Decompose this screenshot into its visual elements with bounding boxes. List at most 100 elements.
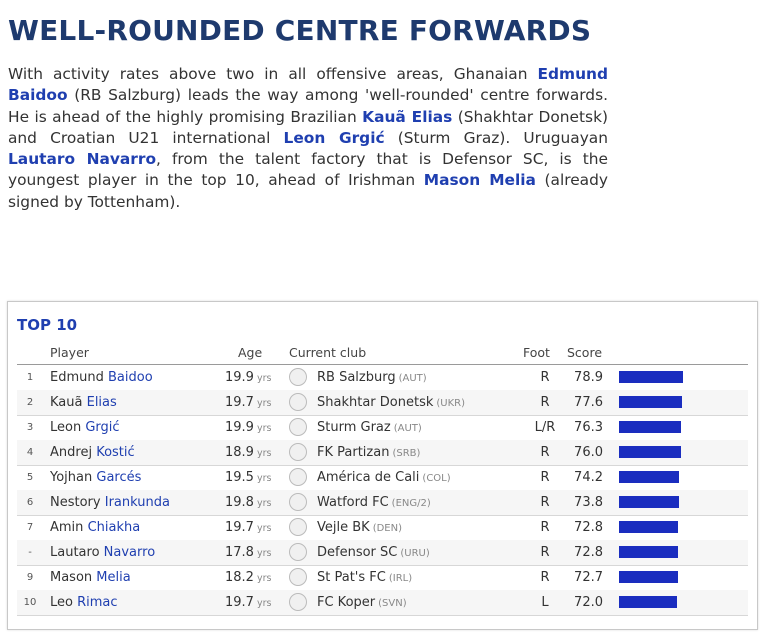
- table-row: 4 Andrej Kostić 18.9 yrs FK Partizan (SRB) R 76…: [17, 440, 748, 466]
- player-age: 18.2 yrs: [225, 565, 271, 591]
- header-foot: Foot: [523, 345, 550, 360]
- watford-logo: [289, 493, 307, 511]
- player-last-name: Grgić: [85, 420, 120, 435]
- score-value: 73.8: [574, 495, 603, 510]
- intro-text: (already signed by Tottenham).: [8, 171, 608, 211]
- player-name: Yojhan Garcés: [50, 465, 141, 490]
- table-row: 9 Mason Melia 18.2 yrs St Pat's FC (IRL) R 72.7: [17, 565, 748, 591]
- table-header: Player Age Current club Foot Score: [8, 345, 757, 363]
- player-first-name: Yojhan: [50, 470, 93, 485]
- player-first-name: Amin: [50, 520, 84, 535]
- intro-paragraph: With activity rates above two in all off…: [8, 64, 608, 213]
- player-name: Andrej Kostić: [50, 440, 135, 465]
- player-age: 19.7 yrs: [225, 390, 271, 416]
- club-name: FK Partizan (SRB): [317, 440, 420, 466]
- club-name: RB Salzburg (AUT): [317, 365, 427, 391]
- club-label: FK Partizan: [317, 445, 390, 460]
- club-country: (DEN): [372, 523, 402, 534]
- header-divider: [17, 364, 748, 365]
- header-score: Score: [567, 345, 603, 360]
- player-last-name: Garcés: [96, 470, 142, 485]
- table-row: 7 Amin Chiakha 19.7 yrs Vejle BK (DEN) R 72.8: [17, 515, 748, 541]
- score-value: 74.2: [574, 470, 603, 485]
- age-unit: yrs: [256, 548, 272, 559]
- player-age: 19.5 yrs: [225, 465, 271, 491]
- club-country: (AUT): [398, 373, 427, 384]
- table-row: 1 Edmund Baidoo 19.9 yrs RB Salzburg (AUT) R 78…: [17, 365, 748, 391]
- header-age: Age: [238, 345, 263, 360]
- score-bar: [619, 521, 678, 533]
- score-value: 77.6: [574, 395, 603, 410]
- player-last-name: Elias: [86, 395, 117, 410]
- player-age: 19.9 yrs: [225, 365, 271, 391]
- age-unit: yrs: [256, 398, 272, 409]
- player-name: Amin Chiakha: [50, 515, 140, 540]
- age-value: 19.7: [225, 595, 254, 610]
- player-first-name: Edmund: [50, 370, 104, 385]
- table-row: 5 Yojhan Garcés 19.5 yrs América de Cali (COL…: [17, 465, 748, 491]
- player-last-name: Chiakha: [87, 520, 141, 535]
- panel-title: TOP 10: [17, 316, 78, 334]
- score-bar: [619, 571, 678, 583]
- fc-koper-logo: [289, 593, 307, 611]
- player-name: Leon Grgić: [50, 415, 120, 440]
- age-unit: yrs: [256, 573, 272, 584]
- table-row: 6 Nestory Irankunda 19.8 yrs Watford FC (ENG/…: [17, 490, 748, 516]
- club-country: (URU): [400, 548, 430, 559]
- partizan-logo: [289, 443, 307, 461]
- player-link: Edmund Baidoo: [8, 65, 608, 105]
- club-country: (SRB): [392, 448, 421, 459]
- player-link: Leon Grgić: [283, 128, 385, 147]
- rank-number: 1: [26, 372, 34, 383]
- player-age: 19.8 yrs: [225, 490, 271, 516]
- preferred-foot: R: [540, 520, 550, 535]
- player-first-name: Lautaro: [50, 545, 100, 560]
- age-value: 19.7: [225, 395, 254, 410]
- club-name: Watford FC (ENG/2): [317, 490, 431, 516]
- club-country: (ENG/2): [391, 498, 431, 509]
- preferred-foot: R: [540, 445, 550, 460]
- player-last-name: Irankunda: [104, 495, 170, 510]
- score-value: 72.0: [574, 595, 603, 610]
- club-name: Sturm Graz (AUT): [317, 415, 422, 441]
- player-name: Edmund Baidoo: [50, 365, 153, 390]
- club-label: RB Salzburg: [317, 370, 396, 385]
- player-link: Mason Melia: [423, 171, 536, 190]
- header-club: Current club: [289, 345, 367, 360]
- st-pats-logo: [289, 568, 307, 586]
- age-unit: yrs: [256, 598, 272, 609]
- header-player: Player: [50, 345, 89, 360]
- club-label: FC Koper: [317, 595, 376, 610]
- age-unit: yrs: [256, 423, 272, 434]
- club-label: Vejle BK: [317, 520, 370, 535]
- sturm-graz-logo: [289, 418, 307, 436]
- club-name: Vejle BK (DEN): [317, 515, 402, 541]
- player-name: Kauã Elias: [50, 390, 117, 415]
- player-first-name: Nestory: [50, 495, 101, 510]
- age-value: 18.2: [225, 570, 254, 585]
- score-value: 76.3: [574, 420, 603, 435]
- intro-text: (Sturm Graz). Uruguayan: [384, 128, 608, 147]
- player-first-name: Leo: [50, 595, 73, 610]
- preferred-foot: R: [540, 545, 550, 560]
- club-label: Defensor SC: [317, 545, 398, 560]
- score-bar: [619, 371, 683, 383]
- preferred-foot: R: [540, 570, 550, 585]
- preferred-foot: L/R: [534, 420, 556, 435]
- preferred-foot: R: [540, 370, 550, 385]
- rank-number: 4: [26, 447, 34, 458]
- intro-text: (RB Salzburg) leads the way among 'well-…: [8, 86, 608, 126]
- player-first-name: Andrej: [50, 445, 93, 460]
- preferred-foot: R: [540, 395, 550, 410]
- player-name: Lautaro Navarro: [50, 540, 155, 565]
- player-name: Mason Melia: [50, 565, 131, 590]
- rank-number: 6: [26, 497, 34, 508]
- club-name: St Pat's FC (IRL): [317, 565, 412, 591]
- club-name: Shakhtar Donetsk (UKR): [317, 390, 465, 416]
- player-last-name: Baidoo: [108, 370, 153, 385]
- player-age: 19.7 yrs: [225, 515, 271, 541]
- score-value: 72.8: [574, 520, 603, 535]
- table-row: 10 Leo Rimac 19.7 yrs FC Koper (SVN) L 72.0: [17, 590, 748, 616]
- rb-salzburg-logo: [289, 368, 307, 386]
- rank-number: -: [28, 547, 32, 558]
